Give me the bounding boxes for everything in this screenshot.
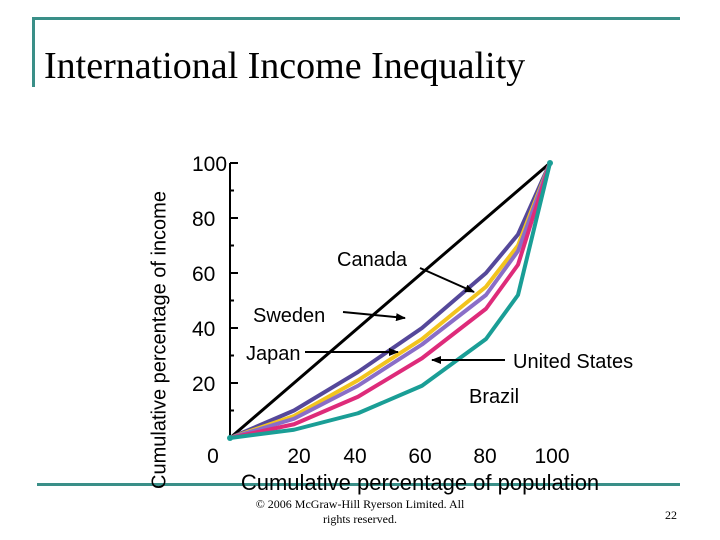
- series-line-sweden: [229, 162, 552, 440]
- x-tick-label: 80: [473, 445, 496, 468]
- end-point: [547, 160, 553, 166]
- page-number: 22: [665, 508, 677, 522]
- slide-frame-left: [32, 17, 35, 87]
- annotation-canada: Canada: [337, 249, 408, 271]
- y-tick-label: 40: [192, 318, 215, 341]
- annotation-arrow-canada: [419, 267, 475, 293]
- annotation-arrow-sweden: [342, 311, 406, 322]
- y-tick-label: 20: [192, 373, 215, 396]
- x-tick-label: 0: [207, 445, 219, 468]
- annotation-brazil: Brazil: [469, 386, 519, 408]
- annotation-united-states: United States: [513, 351, 633, 373]
- x-axis-label: Cumulative percentage of population: [240, 470, 600, 495]
- series-line-brazil: [229, 162, 552, 440]
- slide-frame-top: [32, 17, 680, 20]
- x-tick-label: 100: [534, 445, 569, 468]
- annotation-sweden: Sweden: [253, 305, 325, 327]
- slide-title: International Income Inequality: [44, 45, 526, 87]
- copyright-notice: © 2006 McGraw-Hill Ryerson Limited. All …: [255, 497, 465, 526]
- equality-line: [229, 161, 551, 440]
- slide-frame-bottom: [37, 483, 680, 486]
- x-tick-label: 20: [287, 445, 310, 468]
- series-line-united-states: [229, 162, 552, 440]
- y-tick-label: 80: [192, 208, 215, 231]
- y-axis-label: Cumulative percentage of income: [148, 191, 171, 489]
- annotation-japan: Japan: [246, 343, 301, 365]
- y-tick-label: 60: [192, 263, 215, 286]
- origin-point: [227, 435, 233, 441]
- series-line-canada: [229, 162, 552, 440]
- x-tick-label: 40: [343, 445, 366, 468]
- x-tick-label: 60: [408, 445, 431, 468]
- y-tick-label: 100: [192, 153, 227, 176]
